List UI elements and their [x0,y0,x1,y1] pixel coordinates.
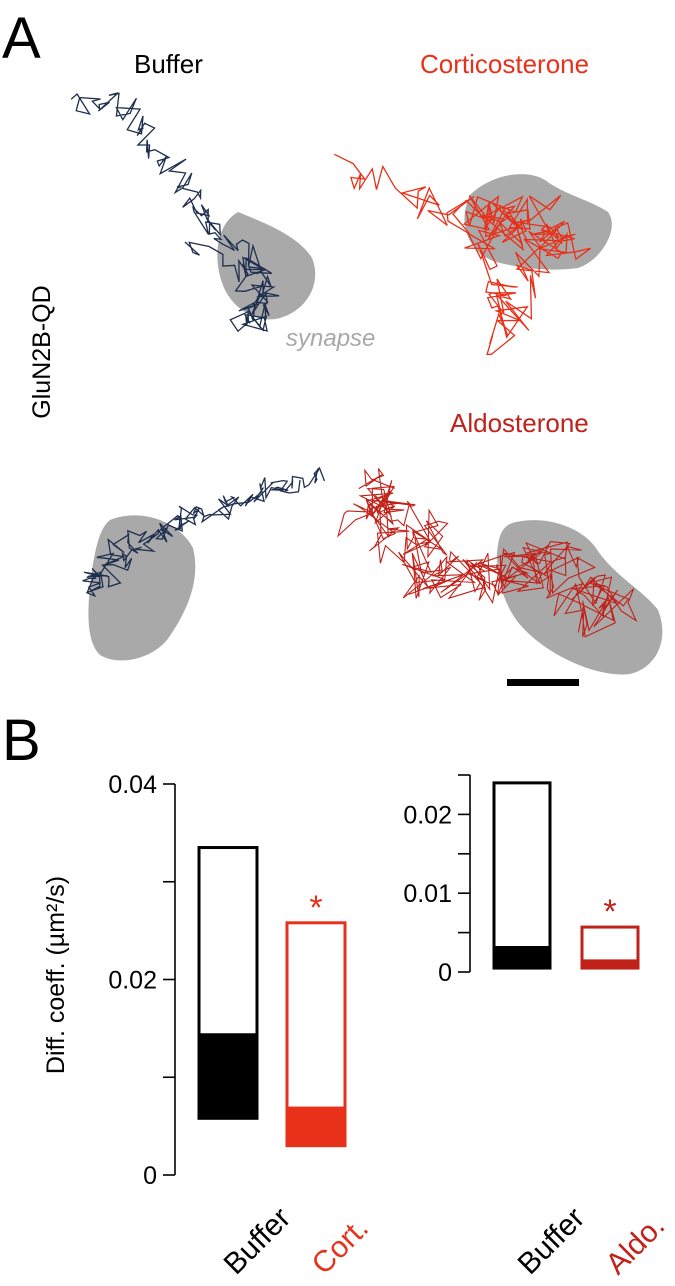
cort-chart-bar-2 [285,921,347,1148]
synapse-region-buffer-bottom [88,515,196,661]
synapse-label: synapse [286,325,375,352]
scale-bar [507,679,579,686]
corticosterone-title: Corticosterone [420,49,589,79]
aldo-chart-category-label-2: Aldo. [600,1209,672,1281]
y-axis-label: Diff. coeff. (µm²/s) [42,876,70,1074]
chart-aldosterone: 0 0.01 0.02 Buffer * Aldo. [403,774,672,1281]
panel-a-letter: A [2,6,41,71]
aldo-chart-bar-1 [492,781,552,970]
aldo-chart-bar-fill-1 [494,945,550,969]
aldo-chart-tick-label: 0 [438,959,452,987]
synapse-region-aldo [497,520,663,675]
aldosterone-title: Aldosterone [450,408,589,438]
cort-chart-tick-label: 0.04 [108,771,157,799]
trajectory-buffer-bottom [82,466,326,598]
trajectory-buffer-top [70,92,280,333]
aldo-chart-category-label-1: Buffer [512,1201,592,1281]
synapse-region-cort [464,174,612,270]
aldo-chart-significance-star: * [603,893,616,931]
synapse-region-buffer-top [217,212,316,320]
aldo-chart-tick-label: 0.02 [403,801,452,829]
panel-b-letter: B [2,708,41,773]
trajectory-corticosterone [334,153,591,356]
row-label: GluN2B-QD [28,285,56,418]
cort-chart-category-label-2: Cort. [306,1212,375,1281]
cort-chart-bar-fill-1 [199,1033,257,1119]
buffer-title: Buffer [134,49,203,79]
cort-chart-bar-1 [197,846,259,1120]
cort-chart-tick-label: 0.02 [108,967,157,995]
aldo-chart-bar-2 [580,925,640,970]
cort-chart-tick-label: 0 [143,1162,157,1190]
aldo-chart-bar-fill-2 [582,959,638,969]
cort-chart-bar-fill-2 [287,1106,345,1146]
aldo-chart-tick-label: 0.01 [403,880,452,908]
chart-corticosterone: 0 0.02 0.04 Buffer * Cort. [108,771,375,1281]
cort-chart-category-label-1: Buffer [218,1201,298,1281]
trajectory-aldosterone [337,468,638,638]
cort-chart-significance-star: * [309,889,322,927]
